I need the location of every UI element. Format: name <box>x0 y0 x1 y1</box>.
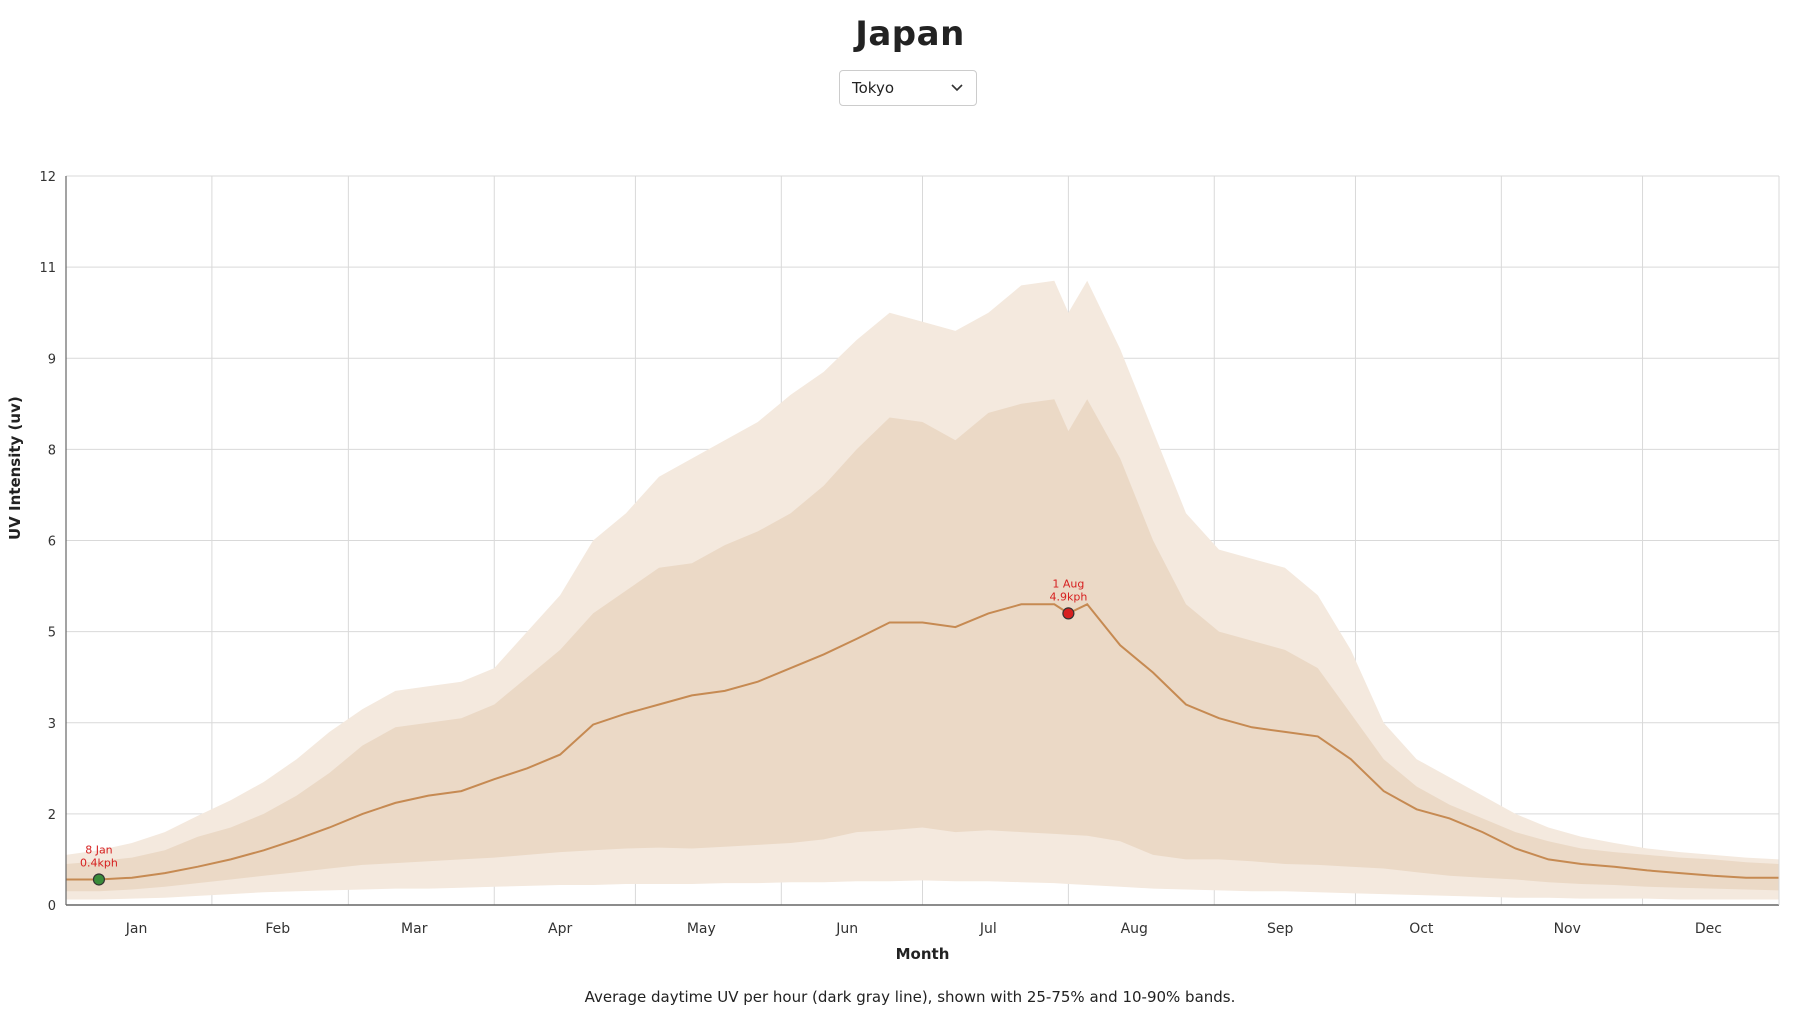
min-marker <box>93 874 104 885</box>
y-tick-label: 11 <box>39 261 56 276</box>
min-date-label: 8 Jan <box>85 843 112 856</box>
y-axis-title: UV Intensity (uv) <box>6 396 24 540</box>
max-date-label: 1 Aug <box>1052 577 1084 590</box>
y-tick-label: 12 <box>39 170 56 185</box>
x-tick-label: Mar <box>401 921 428 937</box>
x-tick-label: Jun <box>835 921 858 937</box>
y-tick-label: 6 <box>48 535 56 550</box>
x-tick-label: Feb <box>265 921 290 937</box>
page: Japan Tokyo 0 2 3 5 6 8 9 11 12 Jan Feb Mar Apr May Ju… <box>0 0 1794 1013</box>
y-tick-label: 2 <box>48 808 56 823</box>
y-tick-label: 8 <box>48 443 56 458</box>
x-tick-label: Nov <box>1554 921 1581 937</box>
y-tick-label: 9 <box>48 352 56 367</box>
min-value-label: 0.4kph <box>80 856 118 869</box>
x-tick-label: Dec <box>1695 921 1722 937</box>
x-tick-label: May <box>687 921 716 937</box>
max-marker <box>1063 608 1074 619</box>
chart-caption: Average daytime UV per hour (dark gray l… <box>0 988 1794 1006</box>
x-tick-label: Jul <box>979 921 997 937</box>
x-axis-title: Month <box>896 945 950 963</box>
y-tick-label: 0 <box>48 899 56 914</box>
x-tick-label: Apr <box>548 921 572 937</box>
x-tick-label: Aug <box>1121 921 1148 937</box>
x-tick-label: Jan <box>125 921 148 937</box>
max-value-label: 4.9kph <box>1049 590 1087 603</box>
y-tick-label: 3 <box>48 717 56 732</box>
x-tick-label: Oct <box>1409 921 1434 937</box>
y-tick-label: 5 <box>48 626 56 641</box>
uv-chart: 0 2 3 5 6 8 9 11 12 Jan Feb Mar Apr May Jun Jul Aug Sep Oc… <box>0 0 1794 1013</box>
x-tick-label: Sep <box>1267 921 1294 937</box>
